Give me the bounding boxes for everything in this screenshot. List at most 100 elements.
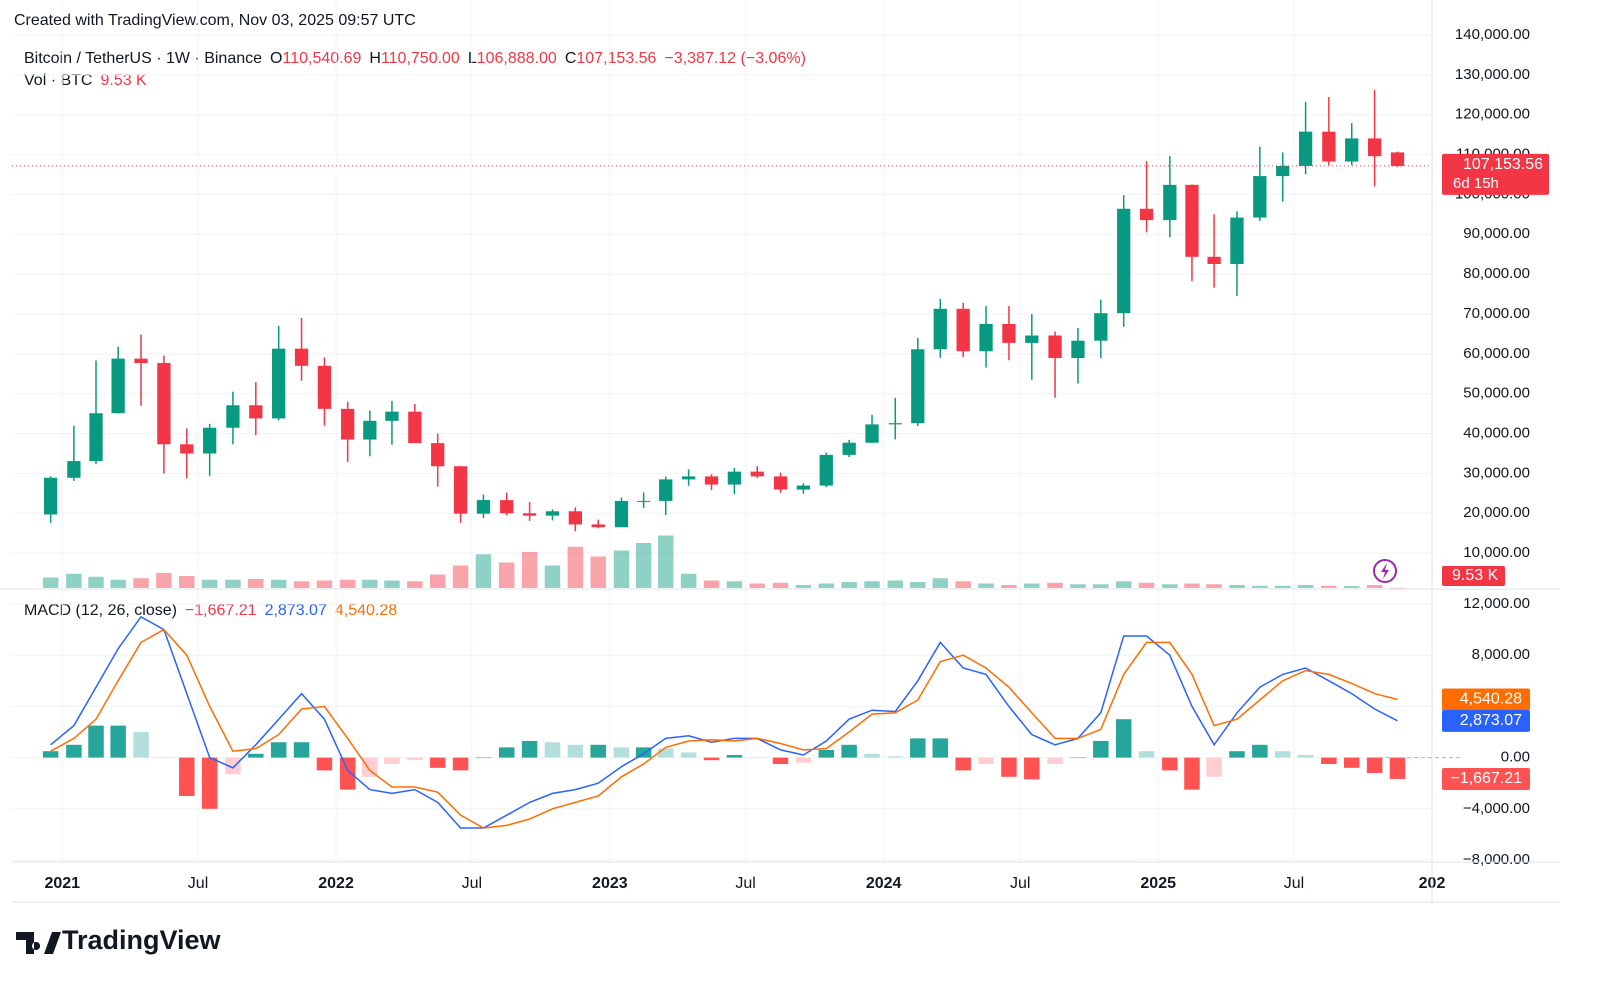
y-tick-label: 60,000.00: [1463, 345, 1530, 362]
histogram-bar: [544, 742, 561, 758]
candle-body: [796, 485, 811, 490]
volume-bar: [1274, 585, 1291, 588]
brand: TradingView: [62, 925, 222, 955]
symbol-legend: Bitcoin / TetherUS · 1W · Binance O110,54…: [24, 50, 806, 68]
candle-body: [317, 365, 332, 409]
volume-bar: [270, 579, 287, 588]
volume-bar: [1047, 582, 1063, 588]
candle-body: [111, 358, 125, 414]
histogram-bar: [749, 757, 766, 759]
candle-body: [773, 476, 788, 490]
y-tick-label: 30,000.00: [1463, 464, 1530, 481]
volume-bar: [66, 573, 82, 588]
volume-bar: [726, 581, 743, 588]
volume-bar: [544, 565, 561, 588]
histogram-bar: [955, 757, 971, 771]
volume-bar: [772, 582, 789, 588]
candle-body: [545, 511, 560, 516]
histogram-bar: [88, 725, 104, 758]
candle-body: [842, 442, 856, 455]
last-price-label: 107,153.56: [1463, 156, 1543, 173]
candle-body: [1094, 313, 1108, 341]
candle-body: [1002, 323, 1016, 343]
candle-body: [476, 500, 491, 514]
macd-tick-label: −4,000.00: [1463, 800, 1530, 817]
candle-body: [888, 423, 902, 425]
volume-bar: [429, 574, 446, 588]
histogram-bar: [978, 757, 994, 764]
histogram-bar: [590, 744, 606, 758]
volume-bar: [590, 556, 606, 588]
volume-bar: [42, 577, 59, 588]
volume-legend: Vol · BTC 9.53 K: [24, 72, 147, 90]
histogram-value: −1,667.21: [184, 602, 257, 619]
histogram-bar: [429, 757, 446, 768]
ohlc-label: C: [564, 50, 577, 67]
ohlc-value: 110,540.69: [282, 50, 362, 67]
y-tick-label: 90,000.00: [1463, 225, 1530, 242]
volume-bar: [156, 573, 172, 588]
histogram-bar: [680, 752, 697, 758]
candle-body: [43, 477, 58, 515]
histogram-bar: [887, 756, 904, 758]
volume-bar: [201, 579, 218, 588]
histogram-bar: [864, 753, 880, 758]
histogram-box-label: −1,667.21: [1450, 770, 1522, 787]
volume-bar: [452, 565, 469, 588]
candle-body: [704, 476, 719, 485]
histogram-bar: [1162, 757, 1178, 771]
y-tick-label: 80,000.00: [1463, 265, 1530, 282]
histogram-bar: [270, 742, 287, 758]
histogram-bar: [110, 725, 126, 758]
alert-icon[interactable]: [1373, 559, 1397, 583]
macd-line: [50, 615, 1398, 829]
ohlc-value: 110,750.00: [380, 50, 460, 67]
histogram-bar: [1274, 751, 1291, 758]
macd-tick-label: 12,000.00: [1463, 595, 1530, 612]
histogram-bar: [1047, 757, 1063, 764]
candle-body: [1139, 208, 1154, 221]
macd-value: 2,873.07: [264, 602, 327, 619]
histogram-bar: [567, 744, 584, 758]
y-tick-label: 70,000.00: [1463, 305, 1530, 322]
histogram-bar: [156, 757, 172, 759]
volume-bar: [1321, 585, 1337, 588]
candle-body: [1117, 208, 1131, 314]
y-tick-label: 140,000.00: [1455, 26, 1530, 43]
volume-bar: [1024, 583, 1040, 588]
candle-body: [1322, 131, 1336, 162]
volume-bar: [749, 583, 766, 588]
candle-body: [500, 500, 514, 514]
candle-body: [249, 405, 263, 419]
volume-bar: [657, 535, 674, 588]
histogram-bar: [1138, 751, 1155, 758]
candle-body: [385, 411, 399, 421]
volume-bar: [1093, 584, 1109, 588]
histogram-bar: [1252, 744, 1268, 758]
volume-bar: [613, 550, 630, 588]
candle-body: [341, 408, 355, 440]
histogram-bar: [657, 748, 674, 758]
candle-body: [1048, 335, 1062, 359]
x-tick-label: Jul: [735, 875, 755, 892]
histogram-box: [1442, 767, 1530, 790]
x-tick-label: Jul: [1010, 875, 1030, 892]
histogram-bar: [1093, 740, 1109, 758]
signal-line: [50, 628, 1398, 829]
signal-box-label: 4,540.28: [1460, 691, 1522, 708]
volume-box-label: 9.53 K: [1452, 567, 1499, 584]
volume-bar: [1001, 585, 1017, 588]
volume-bar: [955, 581, 971, 588]
candle-body: [1071, 340, 1085, 359]
histogram-bar: [42, 751, 59, 758]
candle-body: [1298, 131, 1313, 166]
macd-box: [1442, 709, 1530, 732]
candles: [43, 90, 1405, 532]
volume-bar: [703, 580, 720, 588]
histogram-bar: [1206, 757, 1222, 777]
volume-bar: [407, 581, 423, 588]
histogram-bar: [841, 744, 857, 758]
histogram-bar: [498, 747, 515, 758]
ohlc-label: O: [270, 50, 283, 67]
